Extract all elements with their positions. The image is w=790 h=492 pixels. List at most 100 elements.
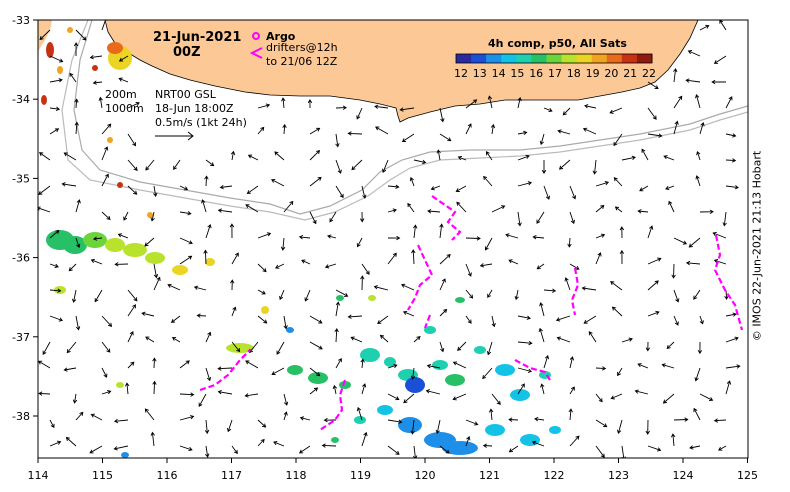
colorbar-tick-label: 12 — [454, 67, 468, 80]
current-vector — [543, 107, 553, 113]
current-vector — [539, 133, 545, 146]
colorbar-tick-label: 20 — [604, 67, 618, 80]
current-vector — [487, 95, 493, 109]
current-vector — [361, 431, 368, 447]
current-vector — [49, 440, 62, 447]
current-vector — [673, 120, 679, 135]
isobath-200-label: 200m — [105, 88, 137, 101]
current-vector — [647, 107, 657, 120]
current-vector — [360, 358, 365, 369]
current-vector — [179, 211, 192, 216]
drifter-track — [713, 234, 744, 331]
isobath-200m-line — [73, 20, 748, 215]
current-vector — [75, 199, 81, 213]
current-vector — [127, 330, 134, 343]
current-vector — [257, 419, 267, 428]
sst-patch — [368, 295, 376, 301]
current-vector — [439, 308, 448, 317]
credit-text: © IMOS 22-Jun-2021 21:13 Hobart — [750, 150, 764, 342]
current-vector — [673, 417, 689, 422]
current-vector — [485, 151, 493, 161]
sst-patch — [455, 297, 465, 303]
current-vector — [49, 128, 60, 135]
current-vector — [127, 361, 135, 369]
current-vector — [173, 159, 181, 171]
current-vector — [543, 288, 557, 293]
current-vector — [257, 263, 267, 273]
current-vector — [610, 393, 623, 400]
current-vector — [670, 433, 676, 447]
current-vector — [536, 263, 545, 270]
sst-patch — [117, 182, 123, 188]
current-vector — [144, 408, 155, 421]
x-tick-label: 116 — [157, 469, 178, 482]
current-vector — [425, 389, 441, 395]
current-vector — [508, 417, 519, 422]
current-vector — [712, 231, 727, 239]
current-vector — [412, 445, 418, 458]
sst-patch — [116, 382, 124, 388]
current-vector — [488, 408, 494, 421]
current-vector — [536, 211, 545, 224]
current-vector — [696, 150, 701, 161]
sst-patch — [67, 27, 73, 33]
current-vector — [153, 263, 159, 279]
x-tick-label: 120 — [415, 469, 436, 482]
current-vector — [637, 209, 649, 214]
current-vector — [101, 367, 108, 378]
current-vector — [276, 341, 285, 355]
current-vector — [665, 185, 675, 191]
current-vector — [439, 341, 445, 353]
current-vector — [38, 152, 51, 161]
current-vector — [361, 185, 367, 199]
current-vector — [124, 382, 130, 395]
y-tick-label: -33 — [12, 14, 30, 27]
current-vector — [75, 29, 87, 41]
current-vector — [329, 211, 337, 223]
sst-patch — [432, 360, 448, 370]
drifter-track — [423, 314, 432, 329]
sst-patch — [442, 441, 478, 455]
current-vector — [695, 94, 701, 109]
current-vector — [257, 232, 272, 239]
current-vector — [673, 315, 679, 326]
current-vector — [508, 445, 519, 453]
current-vector — [595, 445, 605, 458]
current-vector — [479, 263, 493, 268]
colorbar-border — [455, 53, 653, 64]
colorbar-swatch — [621, 54, 638, 63]
sst-patch — [377, 405, 393, 415]
current-vector — [569, 435, 580, 447]
current-vector — [595, 233, 606, 239]
current-vector — [699, 393, 714, 402]
current-vector — [49, 315, 63, 322]
current-vector — [374, 104, 389, 109]
current-vector — [411, 249, 416, 265]
current-vector — [205, 367, 212, 382]
current-vector — [439, 133, 452, 142]
current-vector — [724, 289, 729, 300]
current-vector — [72, 393, 78, 404]
current-vector — [491, 315, 496, 328]
sst-patch — [354, 416, 366, 424]
current-vector — [465, 99, 478, 109]
x-axis: 114 115 116 117 118 119 120 121 122 123 124 125 — [28, 458, 758, 482]
current-vector — [204, 419, 210, 435]
current-vector — [201, 199, 207, 213]
current-vector — [219, 184, 233, 190]
current-vector — [63, 152, 77, 161]
current-vector — [439, 223, 444, 239]
land-mass-west — [38, 20, 52, 52]
x-tick-label: 121 — [479, 469, 500, 482]
current-vector — [436, 149, 441, 161]
current-vector — [465, 315, 472, 324]
drifter-track — [407, 244, 434, 311]
current-vector — [491, 205, 506, 213]
current-vector — [595, 204, 605, 213]
current-vector — [555, 315, 571, 322]
current-vector — [482, 443, 493, 448]
current-vector — [127, 159, 138, 171]
current-vector — [49, 55, 64, 63]
current-vector — [65, 436, 77, 447]
current-vector — [456, 201, 467, 213]
